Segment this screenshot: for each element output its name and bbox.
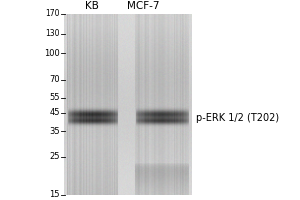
Text: 15: 15 [50, 190, 60, 199]
Text: MCF-7: MCF-7 [127, 1, 159, 11]
Text: 100: 100 [44, 49, 60, 58]
Text: 35: 35 [49, 127, 60, 136]
Text: 45: 45 [50, 108, 60, 117]
Text: 55: 55 [50, 93, 60, 102]
Text: 70: 70 [49, 75, 60, 84]
Text: KB: KB [85, 1, 99, 11]
Text: 130: 130 [45, 29, 60, 38]
Text: 170: 170 [45, 9, 60, 18]
Text: p-ERK 1/2 (T202): p-ERK 1/2 (T202) [196, 113, 279, 123]
Text: 25: 25 [50, 152, 60, 161]
